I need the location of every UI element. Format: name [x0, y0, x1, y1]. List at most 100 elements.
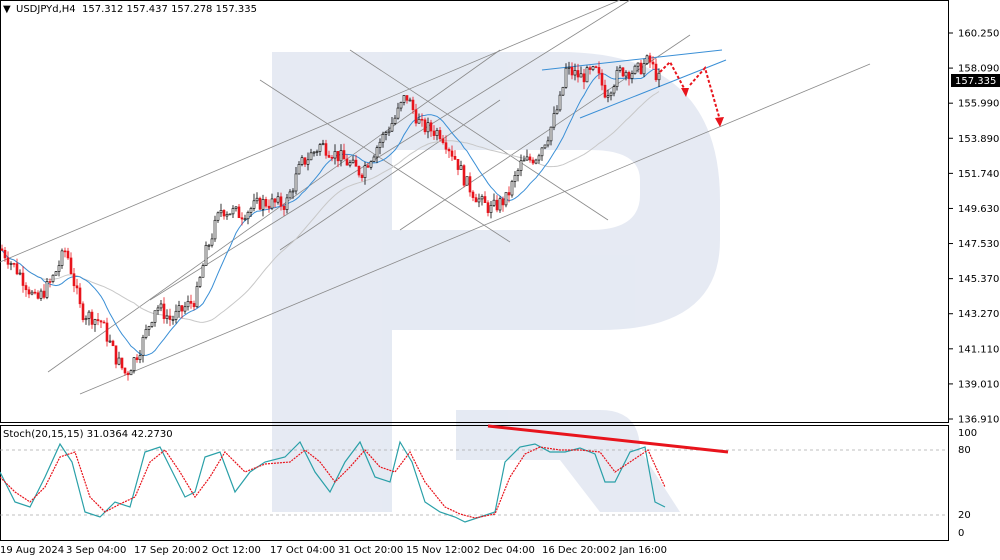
- candle-body: [552, 113, 556, 128]
- forecast-arrows: [659, 60, 721, 121]
- candle-body: [423, 119, 427, 133]
- candle-body: [240, 217, 244, 220]
- price-tick-label: 151.740: [958, 169, 999, 180]
- candle-body: [498, 198, 502, 211]
- candle-body: [27, 289, 31, 295]
- candle-body: [402, 95, 406, 103]
- candle-body: [9, 263, 13, 265]
- candle-body: [300, 157, 304, 165]
- time-tick-label: 2 Oct 12:00: [202, 545, 261, 556]
- candle-body: [507, 192, 511, 196]
- candle-body: [69, 257, 73, 274]
- time-tick-label: 2 Jan 16:00: [610, 545, 667, 556]
- candle-body: [414, 109, 418, 124]
- candle-body: [486, 202, 490, 213]
- candle-body: [615, 70, 619, 87]
- watermark-logo: [272, 52, 720, 512]
- candle-body: [408, 99, 412, 102]
- price-tick-label: 155.990: [958, 99, 999, 110]
- main-panel-frame: [0, 0, 949, 423]
- candle-body: [396, 107, 400, 119]
- candle-body: [627, 71, 631, 79]
- candle-body: [492, 199, 496, 206]
- candle-body: [111, 340, 115, 347]
- candle-body: [183, 306, 187, 312]
- candle-body: [429, 122, 433, 132]
- candle-body: [126, 372, 130, 376]
- candle-body: [582, 73, 586, 83]
- stoch-panel-frame: [0, 425, 949, 541]
- candle-body: [147, 326, 151, 330]
- candle-body: [573, 70, 577, 76]
- candle-body: [312, 151, 316, 154]
- candle-body: [495, 199, 499, 211]
- price-tick-label: 149.630: [958, 204, 999, 215]
- candle-body: [438, 130, 442, 140]
- candle-body: [87, 311, 91, 319]
- candle-body: [468, 176, 472, 193]
- candle-body: [255, 197, 259, 202]
- candle-body: [609, 92, 613, 97]
- candle-body: [33, 291, 37, 294]
- candle-body: [72, 273, 76, 287]
- candle-body: [387, 130, 391, 134]
- stoch-axis: 100 80 20 0: [958, 428, 977, 539]
- stoch-main-line: [0, 440, 666, 523]
- candle-body: [63, 250, 67, 253]
- candle-body: [399, 102, 403, 109]
- candle-body: [123, 367, 127, 374]
- slow-moving-average-line: [1, 91, 660, 323]
- candle-body: [621, 67, 625, 77]
- candle-body: [237, 206, 241, 219]
- stoch-level-lines: [0, 449, 948, 516]
- candle-body: [543, 144, 547, 149]
- candle-body: [102, 321, 106, 324]
- price-axis: 160.250 158.090 155.990 153.890 151.740 149.6…: [949, 29, 999, 426]
- candle-body: [171, 319, 175, 321]
- candle-body: [117, 357, 121, 365]
- candle-body: [45, 281, 49, 298]
- candle-body: [192, 303, 196, 308]
- candle-body: [645, 55, 649, 64]
- candle-body: [162, 303, 166, 319]
- candle-body: [420, 118, 424, 121]
- candle-body: [480, 196, 484, 200]
- candlestick-series: [0, 52, 661, 381]
- candle-body: [540, 147, 544, 157]
- candle-body: [336, 151, 340, 162]
- candle-body: [549, 126, 553, 142]
- symbol-arrow-icon[interactable]: ▼: [3, 4, 11, 15]
- candle-body: [405, 95, 409, 101]
- candle-body: [651, 61, 655, 65]
- candle-body: [504, 192, 508, 206]
- candle-body: [180, 305, 184, 312]
- candle-body: [168, 315, 172, 320]
- candle-body: [591, 66, 595, 70]
- ohlc-readout: 157.312 157.437 157.278 157.335: [82, 4, 257, 15]
- candle-body: [156, 307, 160, 312]
- candle-body: [516, 170, 520, 176]
- candle-body: [42, 290, 46, 298]
- candle-body: [339, 150, 343, 162]
- candle-body: [261, 199, 265, 210]
- candle-body: [654, 63, 658, 81]
- candle-body: [213, 219, 217, 240]
- candle-body: [231, 208, 235, 215]
- candle-body: [18, 272, 22, 275]
- candle-body: [189, 301, 193, 304]
- candle-body: [579, 73, 583, 78]
- candle-body: [522, 159, 526, 162]
- candle-body: [510, 181, 514, 196]
- candle-body: [315, 151, 319, 153]
- candle-body: [342, 150, 346, 160]
- candle-body: [144, 329, 148, 338]
- price-tick-label: 141.110: [958, 344, 999, 355]
- candle-body: [501, 198, 505, 206]
- candle-body: [444, 142, 448, 150]
- time-tick-label: 19 Aug 2024: [0, 545, 64, 556]
- candle-body: [489, 204, 493, 213]
- candle-body: [618, 67, 622, 71]
- candle-body: [639, 62, 643, 75]
- candle-body: [636, 62, 640, 67]
